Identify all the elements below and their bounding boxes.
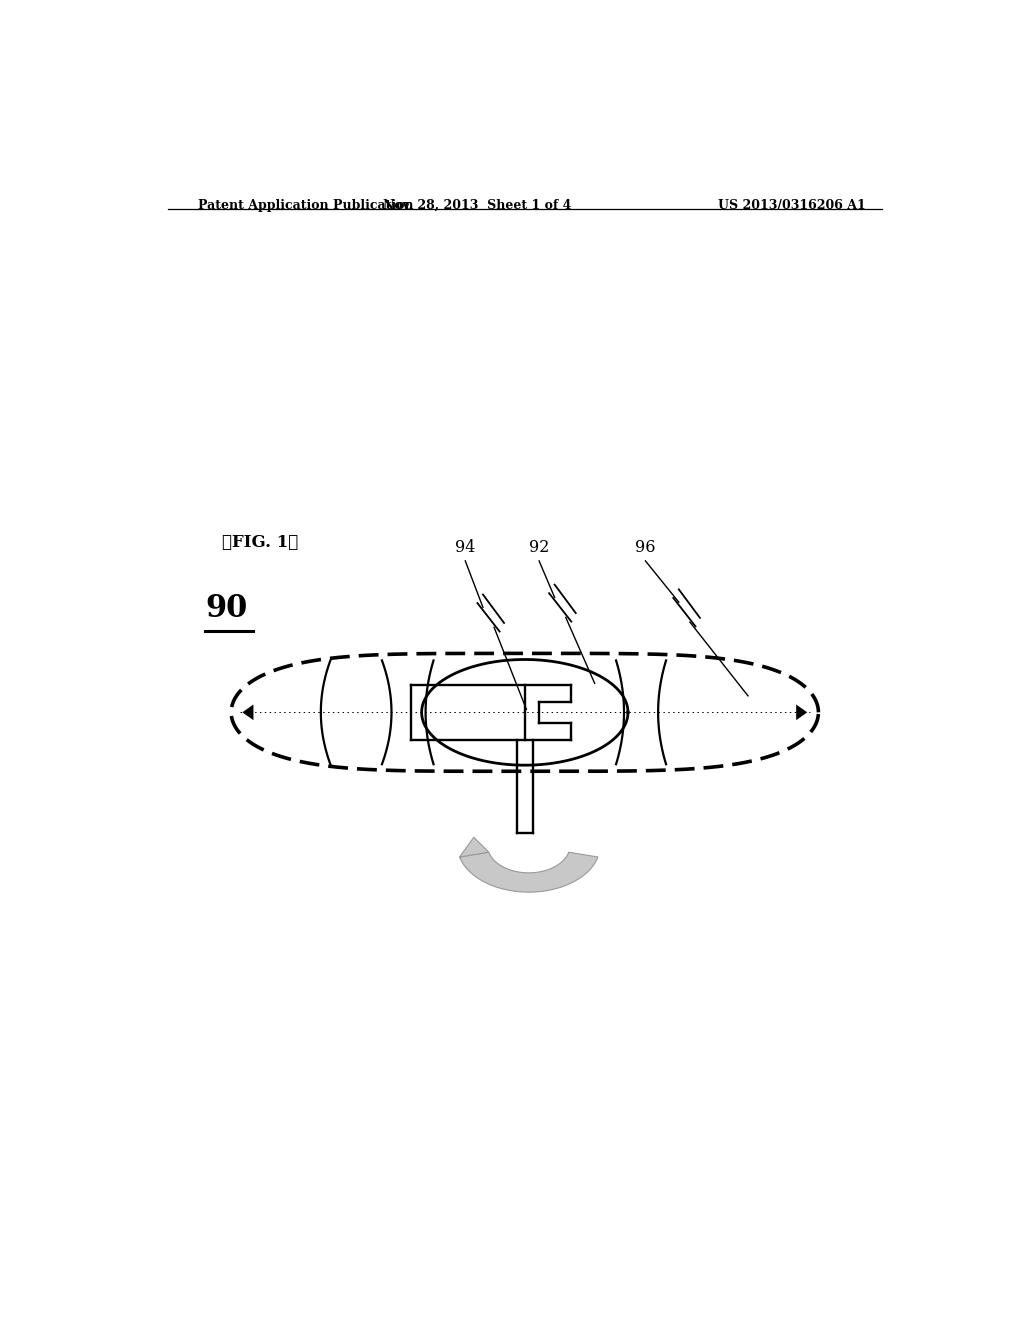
Text: 92: 92 <box>529 539 549 556</box>
Polygon shape <box>797 705 807 721</box>
Text: 96: 96 <box>635 539 655 556</box>
Text: Nov. 28, 2013  Sheet 1 of 4: Nov. 28, 2013 Sheet 1 of 4 <box>383 199 571 213</box>
Text: Patent Application Publication: Patent Application Publication <box>198 199 414 213</box>
Text: 【FIG. 1】: 【FIG. 1】 <box>221 535 298 552</box>
Polygon shape <box>243 705 253 721</box>
Polygon shape <box>460 853 598 892</box>
Text: US 2013/0316206 A1: US 2013/0316206 A1 <box>718 199 866 213</box>
Text: 90: 90 <box>206 594 248 624</box>
Text: 94: 94 <box>455 539 475 556</box>
Polygon shape <box>460 837 488 857</box>
